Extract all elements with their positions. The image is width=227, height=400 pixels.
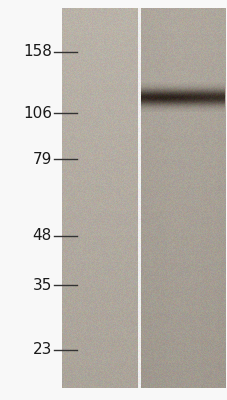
Text: 79: 79 [32, 152, 52, 166]
Text: 48: 48 [33, 228, 52, 244]
Text: 106: 106 [23, 106, 52, 120]
Text: 35: 35 [32, 278, 52, 292]
Text: 158: 158 [23, 44, 52, 60]
Text: 23: 23 [32, 342, 52, 358]
